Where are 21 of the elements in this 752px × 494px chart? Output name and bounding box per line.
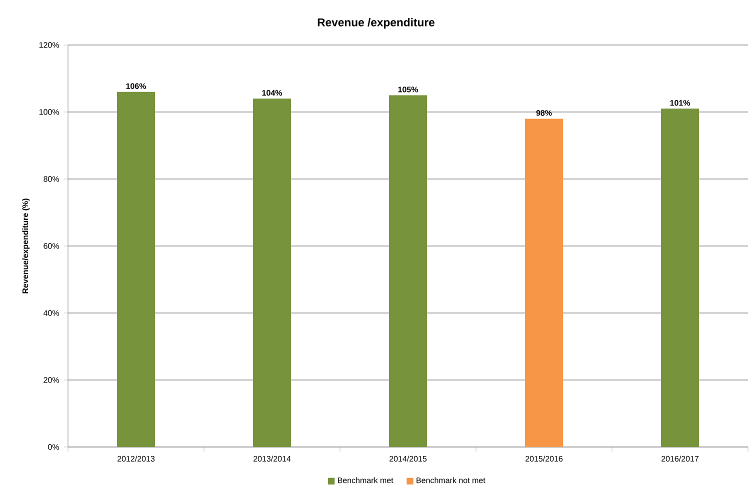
data-label: 98%: [536, 110, 552, 116]
y-tick-label: 40%: [43, 310, 60, 316]
data-label: 104%: [262, 90, 282, 96]
data-label: 101%: [670, 100, 690, 106]
y-tick-label: 80%: [44, 176, 60, 182]
x-tick-label: 2012/2013: [117, 456, 155, 462]
y-tick-label: 20%: [44, 377, 60, 383]
x-tick-label: 2014/2015: [389, 456, 427, 462]
data-label: 105%: [398, 86, 418, 92]
legend-label: Benchmark not met: [416, 477, 486, 484]
x-tick-label: 2015/2016: [525, 456, 563, 462]
legend-label: Benchmark met: [338, 477, 394, 484]
y-tick-label: 100%: [39, 109, 60, 115]
data-label: 106%: [126, 83, 146, 89]
x-tick-label: 2013/2014: [253, 456, 291, 462]
chart-title: Revenue /expenditure: [318, 18, 434, 29]
y-tick-label: 60%: [44, 243, 60, 249]
y-tick-label: 0%: [48, 444, 60, 450]
x-tick-label: 2016/2017: [661, 456, 699, 462]
y-tick-label: 120%: [39, 42, 60, 48]
y-axis-title: Revenue/expenditure (%): [22, 198, 30, 294]
